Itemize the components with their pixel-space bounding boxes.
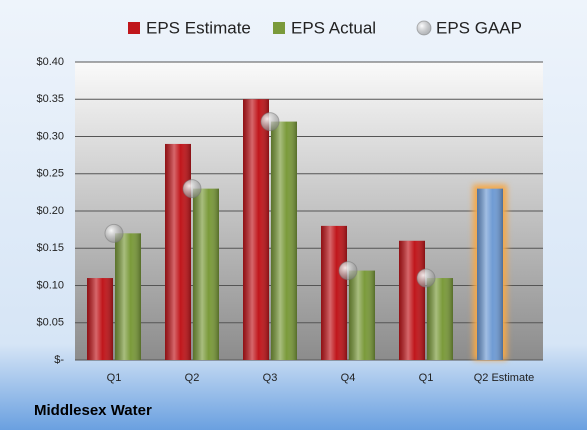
x-tick-label: Q3 (263, 372, 278, 384)
y-tick-label: $0.40 (36, 56, 64, 68)
bar-shine (115, 233, 141, 360)
bar-shine (165, 143, 191, 360)
bar-shine (87, 278, 113, 360)
gaap-marker (182, 179, 202, 199)
y-tick-label: $0.35 (36, 93, 64, 105)
bar-shine (349, 270, 375, 360)
x-tick-label: Q2 (185, 372, 200, 384)
bar-shine (427, 278, 453, 360)
bar-shine (271, 121, 297, 360)
legend-marker (416, 20, 432, 36)
gaap-marker (260, 112, 280, 132)
y-tick-label: $- (54, 354, 64, 366)
y-tick-label: $0.10 (36, 279, 64, 291)
x-tick-label: Q4 (341, 372, 356, 384)
legend-label: EPS GAAP (436, 18, 522, 37)
legend-label: EPS Estimate (146, 18, 251, 37)
y-tick-label: $0.25 (36, 168, 64, 180)
x-tick-label: Q1 (107, 372, 122, 384)
gaap-marker (338, 261, 358, 281)
y-tick-label: $0.15 (36, 242, 64, 254)
x-tick-label: Q2 Estimate (474, 372, 535, 384)
bar-shine (399, 240, 425, 360)
x-tick-label: Q1 (419, 372, 434, 384)
legend-marker (128, 22, 140, 34)
footer: Middlesex Water (34, 402, 152, 419)
legend-marker (273, 22, 285, 34)
bar-shine (243, 99, 269, 360)
bar-shine (193, 188, 219, 360)
y-tick-label: $0.20 (36, 205, 64, 217)
gaap-marker (416, 268, 436, 288)
gaap-marker (104, 223, 124, 243)
y-tick-label: $0.30 (36, 130, 64, 142)
bar-shine (477, 188, 503, 360)
bar-shine (321, 225, 347, 360)
y-tick-label: $0.05 (36, 317, 64, 329)
legend-label: EPS Actual (291, 18, 376, 37)
